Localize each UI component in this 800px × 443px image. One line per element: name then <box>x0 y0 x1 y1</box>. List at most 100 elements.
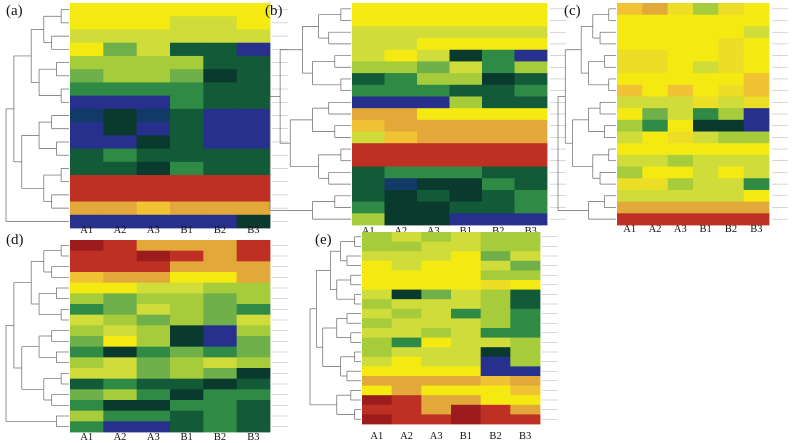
heatmap-cell <box>417 49 450 62</box>
heatmap-cell <box>480 366 511 377</box>
heatmap-cell <box>667 61 694 74</box>
column-label: B2 <box>725 224 737 235</box>
heatmap-cell <box>384 143 418 156</box>
column-label: B1 <box>460 431 472 442</box>
heatmap-cell <box>203 3 238 17</box>
heatmap-cell <box>743 61 770 74</box>
heatmap-cell <box>384 61 418 74</box>
heatmap-cell <box>743 154 770 167</box>
heatmap-cell <box>103 69 138 83</box>
heatmap-cell <box>170 69 204 83</box>
heatmap-cell <box>103 357 138 369</box>
heatmap-cell <box>236 282 271 294</box>
heatmap-cell <box>391 260 422 271</box>
heatmap-cell <box>203 410 238 422</box>
heatmap-cell <box>449 61 483 74</box>
heatmap-cell <box>70 42 104 57</box>
heatmap-cell <box>170 214 204 229</box>
heatmap-cell <box>103 214 138 229</box>
heatmap-cell <box>103 148 138 163</box>
heatmap-cell <box>391 347 422 358</box>
heatmap-cell <box>514 96 548 109</box>
heatmap-cell <box>70 29 104 44</box>
heatmap-cell <box>480 289 511 300</box>
heatmap-cell <box>510 395 541 406</box>
heatmap-cell <box>642 3 669 16</box>
heatmap-cell <box>136 188 171 202</box>
heatmap-cell <box>417 166 450 179</box>
heatmap-cell <box>718 108 745 121</box>
heatmap-cell <box>718 166 745 179</box>
heatmap-cell <box>617 14 643 27</box>
heatmap-cell <box>362 347 393 358</box>
heatmap-cell <box>103 55 138 70</box>
heatmap-cell <box>514 84 548 97</box>
heatmap-cell <box>70 240 104 252</box>
heatmap-cell <box>103 314 138 326</box>
heatmap-cell <box>70 69 104 83</box>
heatmap-cell <box>203 135 238 149</box>
heatmap-cell <box>451 308 482 319</box>
column-label: B3 <box>519 431 531 442</box>
heatmap-cell <box>617 73 643 86</box>
heatmap-cell <box>693 84 719 97</box>
column-label: A1 <box>80 225 93 236</box>
heatmap-cell <box>362 251 393 262</box>
heatmap-cell <box>743 73 770 86</box>
heatmap-cell <box>421 232 452 242</box>
heatmap-cell <box>103 378 138 390</box>
heatmap-cell <box>203 389 238 401</box>
column-label: A1 <box>80 432 93 443</box>
heatmap-cell <box>514 213 548 226</box>
heatmap-cell <box>70 148 104 163</box>
heatmap-cell <box>642 38 669 51</box>
heatmap-cell <box>642 189 669 203</box>
dendrogram <box>557 8 616 220</box>
heatmap-cell <box>718 131 745 144</box>
heatmap-cell <box>352 73 385 86</box>
heatmap-cell <box>203 95 238 110</box>
heatmap-cell <box>362 260 393 271</box>
heatmap-cell <box>352 84 385 97</box>
heatmap-cell <box>103 421 138 433</box>
heatmap-cell <box>693 49 719 62</box>
heatmap-cell <box>170 108 204 123</box>
heatmap-cell <box>510 414 541 425</box>
heatmap-cell <box>136 135 171 149</box>
heatmap-cell <box>743 84 770 97</box>
heatmap-cell <box>451 270 482 281</box>
heatmap-cell <box>482 73 515 86</box>
heatmap-cell <box>136 82 171 97</box>
heatmap-cell <box>236 325 271 337</box>
heatmap-cell <box>421 318 452 329</box>
heatmap-cell <box>514 3 548 16</box>
heatmap-cell <box>384 3 418 16</box>
heatmap-cell <box>743 3 770 16</box>
heatmap-cell <box>236 188 271 202</box>
heatmap-cell <box>451 299 482 310</box>
heatmap-cell <box>236 175 271 189</box>
heatmap-cell <box>482 143 515 156</box>
column-label: B1 <box>700 224 712 235</box>
heatmap-cell <box>70 400 104 412</box>
heatmap-cell <box>170 400 204 412</box>
heatmap-cell <box>136 325 171 337</box>
heatmap-cell <box>667 14 694 27</box>
heatmap-cell <box>70 135 104 149</box>
heatmap-cell <box>417 131 450 144</box>
heatmap-cell <box>236 346 271 358</box>
heatmap-cell <box>417 189 450 203</box>
heatmap-cell <box>480 328 511 338</box>
heatmap-cell <box>136 314 171 326</box>
heatmap-cell <box>693 96 719 109</box>
heatmap-cell <box>103 368 138 380</box>
heatmap-cell <box>693 178 719 191</box>
heatmap-cell <box>203 82 238 97</box>
heatmap-cell <box>449 108 483 121</box>
heatmap-cell <box>743 119 770 132</box>
heatmap-cell <box>667 143 694 156</box>
heatmap-cell <box>391 376 422 386</box>
heatmap-cell <box>203 293 238 305</box>
heatmap-cell <box>170 282 204 294</box>
heatmap-cell <box>203 122 238 136</box>
